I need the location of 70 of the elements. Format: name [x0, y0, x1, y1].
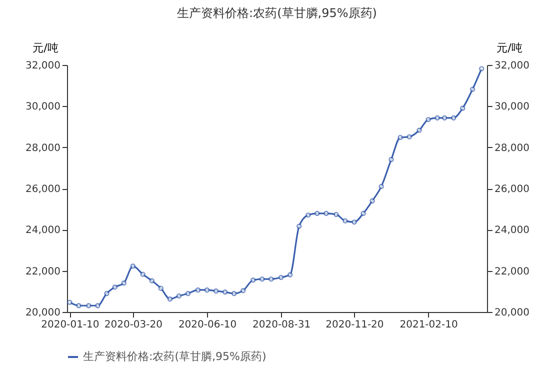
point [104, 290, 110, 296]
point [222, 289, 228, 295]
x-tick-label: 2020-06-10 [178, 320, 237, 330]
point [204, 287, 210, 293]
point [296, 224, 302, 229]
point [76, 303, 82, 308]
point [140, 272, 146, 277]
y-tick-label: 28,000 [26, 142, 60, 154]
point [314, 210, 320, 216]
y-tick-label: 24,000 [26, 225, 60, 236]
point [149, 278, 155, 284]
point [278, 274, 284, 280]
point [398, 134, 403, 140]
point [95, 303, 100, 308]
y2-tick-label: 32,000 [494, 60, 530, 72]
x-tick-label: 2020-11-20 [326, 320, 384, 330]
point [268, 276, 274, 282]
point [259, 276, 265, 282]
y2-tick-label: 26,000 [494, 184, 530, 195]
point [360, 210, 366, 216]
point [370, 198, 375, 204]
y2-tick-label: 22,000 [494, 266, 530, 278]
point [195, 287, 201, 293]
point [378, 184, 384, 190]
y-tick-label: 20,000 [26, 308, 60, 318]
point [324, 210, 329, 216]
y2-axis-title: 元/吨 [496, 42, 522, 54]
point [450, 115, 456, 120]
x-tick-label: 2020-08-31 [252, 320, 311, 330]
y-tick-label: 22,000 [26, 266, 60, 278]
point [213, 288, 219, 294]
x-tick-label: 2020-03-20 [104, 320, 162, 330]
point [112, 284, 118, 290]
y2-tick-label: 24,000 [494, 225, 530, 236]
point [442, 115, 448, 120]
point [416, 128, 422, 133]
y2-tick-label: 20,000 [494, 308, 530, 318]
legend-label: 生产资料价格:农药(草甘膦,95%原药) [83, 350, 266, 363]
point [167, 296, 173, 302]
point [342, 218, 348, 224]
point [231, 290, 237, 296]
point [130, 264, 136, 269]
x-tick-label: 2020-01-10 [41, 320, 100, 330]
y2-tick-label: 28,000 [494, 142, 530, 154]
point [250, 278, 256, 283]
point [460, 106, 466, 111]
point [158, 286, 164, 291]
y2-tick-label: 30,000 [494, 102, 530, 113]
point [86, 303, 92, 308]
y-tick-label: 26,000 [26, 184, 60, 195]
x-tick-label: 2021-02-10 [400, 320, 458, 330]
point [426, 116, 431, 122]
point [334, 212, 339, 218]
chart-title: 生产资料价格:农药(草甘膦,95%原药) [177, 6, 377, 20]
point [388, 156, 394, 162]
point [352, 219, 357, 225]
y-tick-label: 32,000 [26, 60, 60, 72]
point [121, 280, 127, 286]
point [478, 66, 484, 72]
point [306, 212, 311, 218]
point [287, 272, 293, 278]
y-axis-title: 元/吨 [32, 42, 58, 54]
point [185, 290, 191, 296]
y-tick-label: 30,000 [26, 102, 60, 113]
point [434, 115, 440, 120]
point [67, 300, 72, 305]
point [406, 134, 412, 140]
point [240, 288, 246, 294]
point [470, 86, 476, 92]
point [176, 293, 182, 299]
